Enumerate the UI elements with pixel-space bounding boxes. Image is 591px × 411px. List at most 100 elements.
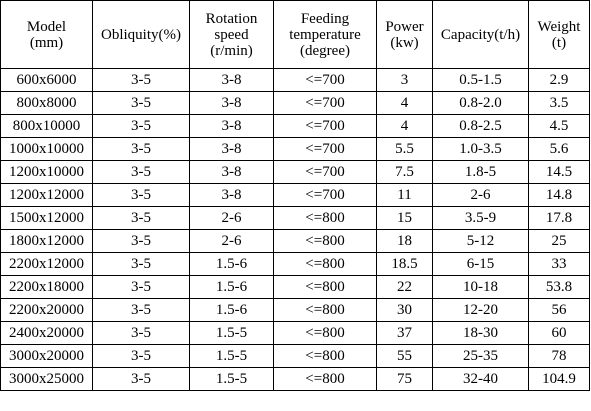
cell-power: 7.5 — [376, 160, 433, 184]
cell-obliquity: 3-5 — [92, 344, 190, 368]
cell-feeding-temperature: <=700 — [273, 68, 377, 92]
cell-weight: 53.8 — [528, 275, 590, 299]
cell-rotation-speed: 2-6 — [189, 229, 274, 253]
cell-rotation-speed: 3-8 — [189, 68, 274, 92]
cell-model: 2200x18000 — [0, 275, 93, 299]
header-feeding-temperature: Feeding temperature (degree) — [273, 0, 377, 69]
header-capacity-line: Capacity(t/h) — [440, 26, 521, 43]
cell-obliquity: 3-5 — [92, 367, 190, 391]
cell-feeding-temperature: <=700 — [273, 91, 377, 115]
cell-power: 4 — [376, 91, 433, 115]
cell-obliquity: 3-5 — [92, 68, 190, 92]
cell-capacity: 25-35 — [432, 344, 529, 368]
table-row: 3000x20000 3-5 1.5-5 <=800 55 25-35 78 — [0, 344, 590, 368]
header-rotation-line2: speed — [214, 26, 249, 43]
header-feeding-unit: (degree) — [300, 42, 350, 59]
cell-feeding-temperature: <=700 — [273, 183, 377, 207]
cell-rotation-speed: 3-8 — [189, 160, 274, 184]
cell-obliquity: 3-5 — [92, 252, 190, 276]
cell-feeding-temperature: <=800 — [273, 252, 377, 276]
header-weight-unit: (t) — [551, 34, 567, 51]
cell-capacity: 2-6 — [432, 183, 529, 207]
cell-weight: 14.5 — [528, 160, 590, 184]
cell-feeding-temperature: <=800 — [273, 367, 377, 391]
table-row: 800x10000 3-5 3-8 <=700 4 0.8-2.5 4.5 — [0, 114, 590, 138]
cell-model: 2200x12000 — [0, 252, 93, 276]
cell-feeding-temperature: <=700 — [273, 114, 377, 138]
cell-model: 800x10000 — [0, 114, 93, 138]
cell-obliquity: 3-5 — [92, 137, 190, 161]
header-obliquity-line: Obliquity(%) — [101, 26, 181, 43]
table-row: 1000x10000 3-5 3-8 <=700 5.5 1.0-3.5 5.6 — [0, 137, 590, 161]
header-rotation-line1: Rotation — [205, 10, 258, 27]
cell-model: 2400x20000 — [0, 321, 93, 345]
cell-model: 1000x10000 — [0, 137, 93, 161]
header-power-line: Power — [385, 18, 424, 35]
cell-obliquity: 3-5 — [92, 160, 190, 184]
cell-rotation-speed: 1.5-5 — [189, 344, 274, 368]
cell-feeding-temperature: <=700 — [273, 160, 377, 184]
cell-rotation-speed: 3-8 — [189, 114, 274, 138]
cell-capacity: 0.5-1.5 — [432, 68, 529, 92]
cell-model: 1500x12000 — [0, 206, 93, 230]
cell-weight: 3.5 — [528, 91, 590, 115]
cell-rotation-speed: 2-6 — [189, 206, 274, 230]
cell-model: 800x8000 — [0, 91, 93, 115]
header-weight-line: Weight — [537, 18, 581, 35]
cell-feeding-temperature: <=800 — [273, 275, 377, 299]
cell-power: 11 — [376, 183, 433, 207]
cell-capacity: 18-30 — [432, 321, 529, 345]
table-row: 1800x12000 3-5 2-6 <=800 18 5-12 25 — [0, 229, 590, 253]
table-row: 600x6000 3-5 3-8 <=700 3 0.5-1.5 2.9 — [0, 68, 590, 92]
header-rotation-unit: (r/min) — [210, 42, 253, 59]
cell-rotation-speed: 1.5-6 — [189, 298, 274, 322]
cell-feeding-temperature: <=800 — [273, 344, 377, 368]
cell-capacity: 6-15 — [432, 252, 529, 276]
cell-obliquity: 3-5 — [92, 275, 190, 299]
cell-model: 600x6000 — [0, 68, 93, 92]
cell-rotation-speed: 1.5-6 — [189, 252, 274, 276]
cell-weight: 56 — [528, 298, 590, 322]
header-feeding-line1: Feeding — [300, 10, 350, 27]
cell-weight: 17.8 — [528, 206, 590, 230]
cell-weight: 14.8 — [528, 183, 590, 207]
table-row: 1200x10000 3-5 3-8 <=700 7.5 1.8-5 14.5 — [0, 160, 590, 184]
cell-power: 75 — [376, 367, 433, 391]
cell-weight: 5.6 — [528, 137, 590, 161]
cell-obliquity: 3-5 — [92, 229, 190, 253]
cell-power: 18.5 — [376, 252, 433, 276]
specification-table: Model (mm) Obliquity(%) Rotation speed (… — [0, 0, 590, 391]
header-model-unit: (mm) — [29, 34, 64, 51]
cell-capacity: 3.5-9 — [432, 206, 529, 230]
header-row: Model (mm) Obliquity(%) Rotation speed (… — [0, 0, 590, 69]
cell-model: 1200x10000 — [0, 160, 93, 184]
cell-capacity: 10-18 — [432, 275, 529, 299]
cell-capacity: 12-20 — [432, 298, 529, 322]
header-power: Power (kw) — [376, 0, 433, 69]
header-model: Model (mm) — [0, 0, 93, 69]
cell-weight: 25 — [528, 229, 590, 253]
cell-weight: 104.9 — [528, 367, 590, 391]
cell-capacity: 5-12 — [432, 229, 529, 253]
table-row: 2200x20000 3-5 1.5-6 <=800 30 12-20 56 — [0, 298, 590, 322]
cell-obliquity: 3-5 — [92, 114, 190, 138]
header-weight: Weight (t) — [528, 0, 590, 69]
cell-capacity: 0.8-2.0 — [432, 91, 529, 115]
cell-model: 1800x12000 — [0, 229, 93, 253]
cell-power: 3 — [376, 68, 433, 92]
cell-power: 4 — [376, 114, 433, 138]
cell-weight: 78 — [528, 344, 590, 368]
cell-weight: 2.9 — [528, 68, 590, 92]
cell-feeding-temperature: <=800 — [273, 321, 377, 345]
table-row: 2200x12000 3-5 1.5-6 <=800 18.5 6-15 33 — [0, 252, 590, 276]
cell-rotation-speed: 1.5-6 — [189, 275, 274, 299]
header-obliquity: Obliquity(%) — [92, 0, 190, 69]
cell-capacity: 0.8-2.5 — [432, 114, 529, 138]
cell-feeding-temperature: <=800 — [273, 229, 377, 253]
cell-obliquity: 3-5 — [92, 321, 190, 345]
cell-capacity: 1.8-5 — [432, 160, 529, 184]
cell-power: 22 — [376, 275, 433, 299]
cell-obliquity: 3-5 — [92, 298, 190, 322]
cell-obliquity: 3-5 — [92, 183, 190, 207]
header-rotation-speed: Rotation speed (r/min) — [189, 0, 274, 69]
